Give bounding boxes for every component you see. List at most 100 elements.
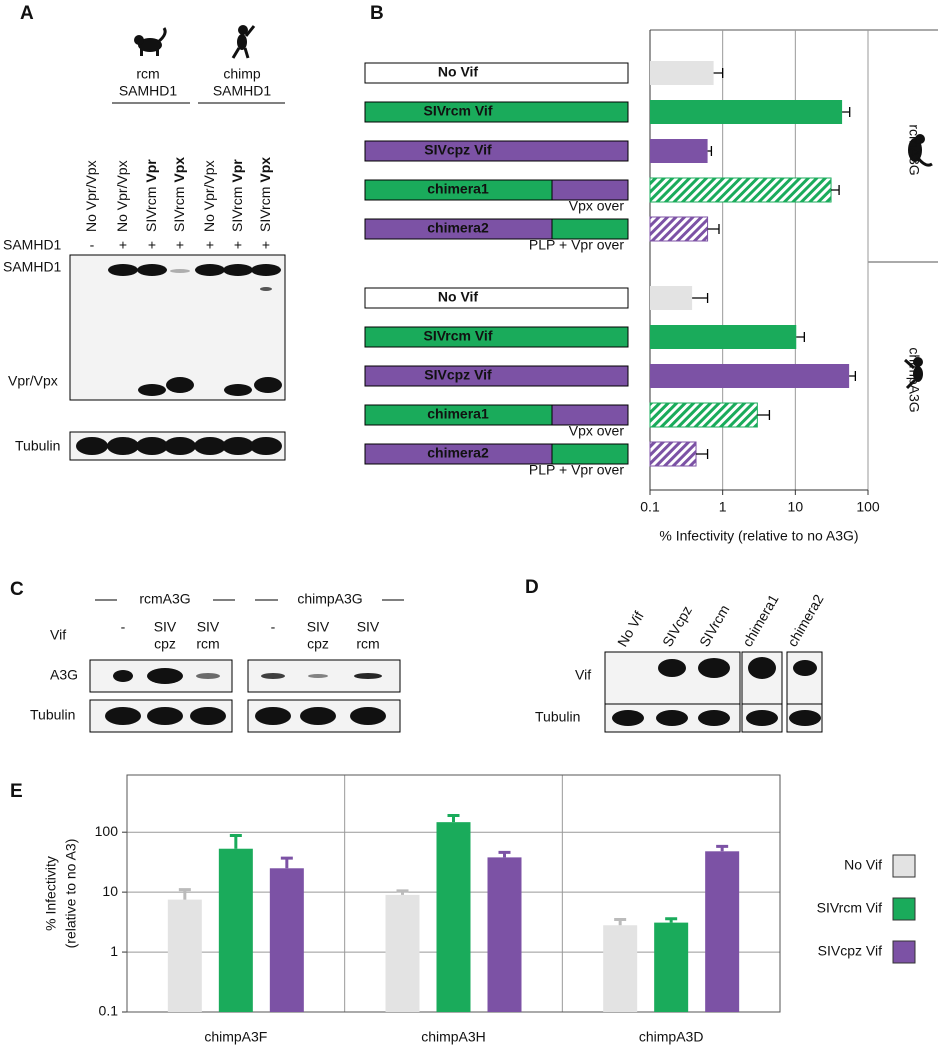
lane-text: No Vpr/Vpx: [201, 160, 217, 232]
bar: [654, 922, 689, 1012]
note: Vpx over: [569, 423, 625, 439]
monkey-icon: [134, 27, 167, 56]
lane-text: SIVrcm: [143, 187, 159, 232]
lane-label: rcm: [356, 636, 379, 652]
bar: [167, 899, 202, 1012]
blot-band: [196, 673, 220, 679]
group-label: chimpA3G: [906, 347, 922, 412]
blot: [69, 254, 286, 401]
error-bar: [614, 917, 627, 926]
blot-band: [166, 377, 194, 393]
construct: [364, 62, 629, 84]
chimp-icon: [231, 25, 256, 59]
bar: [650, 139, 708, 163]
bar: [603, 925, 638, 1012]
blot-label: Tubulin: [30, 707, 75, 723]
panel-letter: E: [10, 781, 23, 802]
blot-label: A3G: [50, 667, 78, 683]
y-tick-label: 0.1: [99, 1003, 119, 1019]
legend-swatch: [892, 854, 916, 878]
category-label: SIVcpz Vif: [424, 142, 492, 158]
error-bar: [396, 889, 409, 895]
blot-band: [656, 710, 688, 726]
x-tick-label: 0.1: [640, 499, 660, 515]
error-bar: [849, 371, 857, 381]
row-mark: +: [206, 237, 214, 253]
lane-text: SIVrcm: [171, 187, 187, 232]
construct: [364, 140, 629, 162]
lane-text: No Vpr/Vpx: [114, 160, 130, 232]
lane-label: No Vpr/Vpx: [114, 160, 130, 232]
note: PLP + Vpr over: [529, 237, 624, 253]
construct: [551, 179, 629, 201]
legend-swatch: [892, 940, 916, 964]
lane-label: SIV: [307, 619, 330, 635]
blot-band: [250, 437, 282, 455]
species-label: SAMHD1: [213, 83, 272, 99]
lane-label: -: [121, 619, 126, 635]
group-label: rcmA3G: [139, 591, 190, 607]
bar: [649, 216, 709, 242]
error-bar: [447, 813, 460, 823]
blot-band: [789, 710, 821, 726]
row-mark: +: [262, 237, 270, 253]
species-label: SAMHD1: [119, 83, 178, 99]
lane-label: No Vif: [614, 608, 647, 649]
blot-band: [300, 707, 336, 725]
bar: [269, 868, 304, 1012]
blot-band: [107, 437, 139, 455]
y-tick-label: 100: [95, 823, 119, 839]
blot-band: [170, 269, 190, 273]
lane-bold: Vpx: [257, 157, 273, 183]
species-label: rcm: [136, 66, 159, 82]
error-bar: [280, 856, 293, 869]
error-bar: [842, 107, 851, 117]
error-bar: [716, 844, 729, 852]
construct: [364, 287, 629, 309]
legend-swatch: [892, 897, 916, 921]
bar: [385, 894, 420, 1012]
blot-band: [748, 657, 776, 679]
chimp-icon: [904, 357, 923, 390]
blot-band: [137, 264, 167, 276]
x-tick-label: chimpA3H: [421, 1029, 486, 1045]
construct: [364, 326, 629, 348]
construct: [364, 365, 629, 387]
species-label: chimp: [223, 66, 261, 82]
group-label: rcmA3G: [906, 124, 922, 175]
blot-label: Vif: [575, 667, 591, 683]
blot-label: Tubulin: [535, 709, 580, 725]
bar: [650, 364, 850, 388]
lane-label: SIVrcm Vpr: [143, 159, 159, 232]
legend-label: SIVcpz Vif: [818, 943, 882, 959]
blot-band: [261, 673, 285, 679]
lane-label: SIVrcm Vpx: [171, 157, 187, 232]
category-label: SIVcpz Vif: [424, 367, 492, 383]
lane-label: SIVcpz: [659, 603, 695, 649]
blot-label: SAMHD1: [3, 259, 62, 275]
legend-label: No Vif: [844, 857, 882, 873]
construct: [551, 404, 629, 426]
lane-label: chimera1: [739, 591, 782, 649]
blot-band: [260, 287, 272, 291]
blot-band: [113, 670, 133, 682]
error-bar: [665, 917, 678, 923]
error-bar: [707, 146, 713, 156]
lane-text: SIVrcm: [257, 187, 273, 232]
category-label: chimera1: [427, 406, 489, 422]
lane-text: No Vpr/Vpx: [83, 160, 99, 232]
error-bar: [757, 410, 771, 420]
x-axis-label: % Infectivity (relative to no A3G): [659, 528, 858, 544]
panel-letter: A: [20, 3, 34, 24]
lane-bold: Vpr: [229, 159, 245, 183]
bar: [650, 286, 693, 310]
lane-label: SIV: [357, 619, 380, 635]
category-label: No Vif: [438, 289, 479, 305]
legend-label: SIVrcm Vif: [817, 900, 882, 916]
note: PLP + Vpr over: [529, 462, 624, 478]
blot-band: [793, 660, 817, 676]
blot-band: [138, 384, 166, 396]
x-tick-label: 100: [856, 499, 880, 515]
